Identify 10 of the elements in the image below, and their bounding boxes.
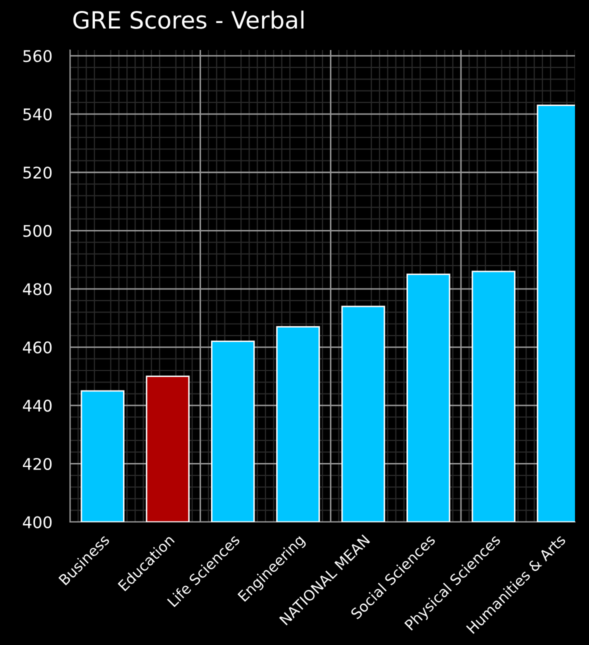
y-tick-label: 500 (23, 224, 52, 237)
y-tick-label: 460 (22, 341, 52, 354)
y-tick-label: 540 (23, 108, 52, 120)
y-tick-label: 420 (22, 458, 52, 470)
y-tick-label: 520 (23, 166, 52, 179)
y-tick-label: 560 (23, 50, 52, 62)
y-tick-label: 480 (22, 283, 52, 296)
y-tick-label: 400 (22, 516, 52, 528)
y-tick-label: 440 (22, 400, 52, 412)
chart-title: GRE Scores - Verbal (73, 10, 304, 29)
